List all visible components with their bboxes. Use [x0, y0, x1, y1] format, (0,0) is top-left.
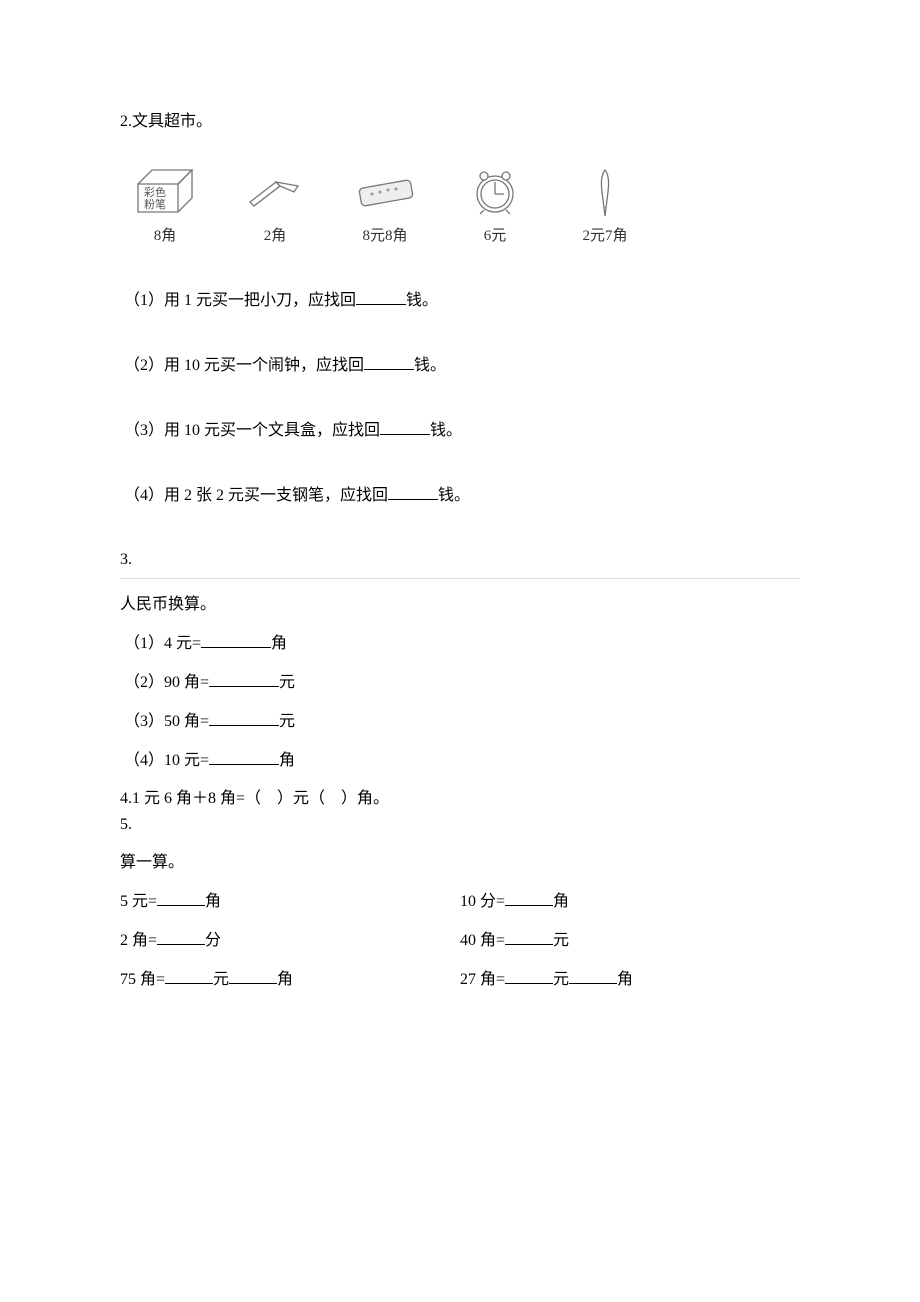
- q5-r3-l-post: 角: [277, 971, 293, 988]
- q2-title: 2.文具超市。: [120, 110, 800, 134]
- blank-input[interactable]: [209, 709, 279, 726]
- blank-input[interactable]: [201, 631, 271, 648]
- item-chalk-box: 彩色 粉笔 8角: [120, 164, 210, 248]
- q5-title: 算一算。: [120, 851, 800, 875]
- q2-sub-4-post: 钱。: [438, 487, 470, 504]
- q2-sub-4-pre: （4）用 2 张 2 元买一支钢笔，应找回: [124, 487, 388, 504]
- q5-r3-l-pre: 75 角=: [120, 971, 165, 988]
- q3-l2-post: 元: [279, 674, 295, 691]
- blank-input[interactable]: [356, 288, 406, 305]
- blank-input[interactable]: [505, 967, 553, 984]
- q4-pre: 4.1 元 6 角＋8 角=（: [120, 790, 261, 807]
- q5-r3-l-mid: 元: [213, 971, 229, 988]
- q2-sub-1-pre: （1）用 1 元买一把小刀，应找回: [124, 292, 356, 309]
- q2-sub-2-pre: （2）用 10 元买一个闹钟，应找回: [124, 357, 364, 374]
- blank-input[interactable]: [209, 670, 279, 687]
- item-pencil-case: 8元8角: [340, 164, 430, 248]
- q5-r2-l-post: 分: [205, 932, 221, 949]
- item-price: 2元7角: [582, 225, 627, 248]
- q3-l1-pre: （1）4 元=: [124, 635, 201, 652]
- q3-section: 3. 人民币换算。 （1）4 元= 角 （2）90 角= 元 （3）50 角= 元 （…: [120, 548, 800, 773]
- q2-sub-4: （4）用 2 张 2 元买一支钢笔，应找回 钱。: [124, 483, 800, 508]
- q5-r3-r-mid: 元: [553, 971, 569, 988]
- q3-l1-post: 角: [271, 635, 287, 652]
- chalk-box-icon: 彩色 粉笔: [130, 164, 200, 219]
- blank-input[interactable]: [380, 418, 430, 435]
- worksheet-page: 2.文具超市。 彩色 粉笔 8角: [0, 0, 920, 1066]
- q3-number: 3.: [120, 548, 800, 572]
- q2-sub-2: （2）用 10 元买一个闹钟，应找回 钱。: [124, 353, 800, 378]
- blank-input[interactable]: [157, 889, 205, 906]
- blank-input[interactable]: [505, 928, 553, 945]
- item-pen: 2元7角: [560, 164, 650, 248]
- blank-input[interactable]: [505, 889, 553, 906]
- blank-input[interactable]: [569, 967, 617, 984]
- stationery-row: 彩色 粉笔 8角 2角: [120, 164, 800, 248]
- q2-sub-2-post: 钱。: [414, 357, 446, 374]
- q2-sub-3-post: 钱。: [430, 422, 462, 439]
- q2-sub-1-post: 钱。: [406, 292, 438, 309]
- q5-r1-l-pre: 5 元=: [120, 893, 157, 910]
- q5-r2-l-pre: 2 角=: [120, 932, 157, 949]
- pencil-case-icon: [350, 164, 420, 219]
- blank-input[interactable]: [388, 483, 438, 500]
- item-price: 8元8角: [362, 225, 407, 248]
- item-price: 8角: [154, 225, 177, 248]
- blank-input[interactable]: [157, 928, 205, 945]
- q3-line-2: （2）90 角= 元: [124, 670, 800, 695]
- q3-l4-post: 角: [279, 752, 295, 769]
- q2-sub-3-pre: （3）用 10 元买一个文具盒，应找回: [124, 422, 380, 439]
- q3-line-1: （1）4 元= 角: [124, 631, 800, 656]
- q3-title: 人民币换算。: [120, 593, 800, 617]
- divider: [120, 578, 800, 579]
- q5-number: 5.: [120, 813, 800, 837]
- q3-l3-pre: （3）50 角=: [124, 713, 209, 730]
- q3-line-3: （3）50 角= 元: [124, 709, 800, 734]
- clock-icon: [460, 164, 530, 219]
- q3-line-4: （4）10 元= 角: [124, 748, 800, 773]
- q5-r3-r-post: 角: [617, 971, 633, 988]
- q5-r3-r-pre: 27 角=: [460, 971, 505, 988]
- blank-input[interactable]: [229, 967, 277, 984]
- chalk-box-label-bottom: 粉笔: [144, 197, 166, 211]
- q5-r2-r-pre: 40 角=: [460, 932, 505, 949]
- item-price: 6元: [484, 225, 507, 248]
- q4-mid: ）元（: [277, 790, 325, 807]
- q5-row-1: 5 元= 角 10 分= 角: [120, 889, 800, 914]
- q4-post: ）角。: [341, 790, 389, 807]
- pen-icon: [570, 164, 640, 219]
- q4-line: 4.1 元 6 角＋8 角=（ ）元（ ）角。: [120, 787, 800, 811]
- item-price: 2角: [264, 225, 287, 248]
- q5-row-3: 75 角= 元 角 27 角= 元 角: [120, 967, 800, 992]
- q3-l3-post: 元: [279, 713, 295, 730]
- item-knife: 2角: [230, 164, 320, 248]
- chalk-box-label-top: 彩色: [144, 185, 166, 199]
- knife-icon: [240, 164, 310, 219]
- q5-r2-r-post: 元: [553, 932, 569, 949]
- q2-sub-3: （3）用 10 元买一个文具盒，应找回 钱。: [124, 418, 800, 443]
- blank-input[interactable]: [364, 353, 414, 370]
- item-clock: 6元: [450, 164, 540, 248]
- q5-r1-r-pre: 10 分=: [460, 893, 505, 910]
- q3-l2-pre: （2）90 角=: [124, 674, 209, 691]
- blank-input[interactable]: [209, 748, 279, 765]
- q5-row-2: 2 角= 分 40 角= 元: [120, 928, 800, 953]
- q5-r1-l-post: 角: [205, 893, 221, 910]
- blank-input[interactable]: [165, 967, 213, 984]
- q5-r1-r-post: 角: [553, 893, 569, 910]
- q3-l4-pre: （4）10 元=: [124, 752, 209, 769]
- q2-sub-1: （1）用 1 元买一把小刀，应找回 钱。: [124, 288, 800, 313]
